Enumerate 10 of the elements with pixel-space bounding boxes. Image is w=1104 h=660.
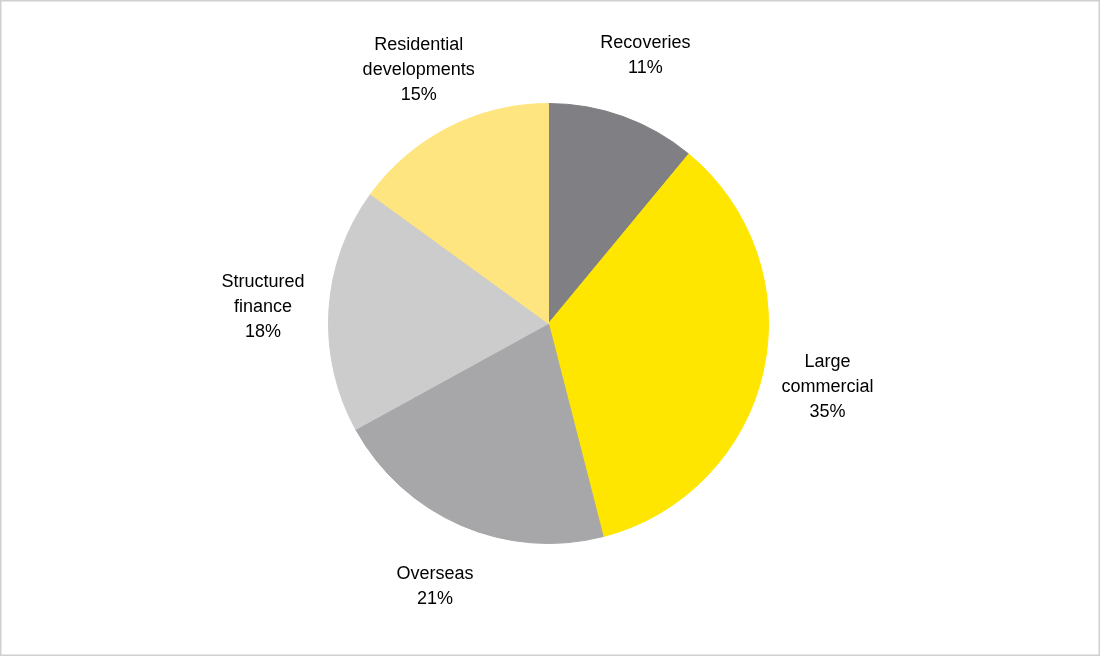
slice-label: Recoveries bbox=[600, 31, 691, 52]
data-label: 21% bbox=[416, 588, 453, 609]
slice-label: Structured finance bbox=[221, 270, 305, 316]
slice-label: Large commercial bbox=[781, 350, 874, 396]
data-label: 35% bbox=[809, 400, 846, 421]
slice-label: Overseas bbox=[396, 563, 474, 584]
data-label: 11% bbox=[628, 56, 663, 77]
data-label: 18% bbox=[245, 320, 282, 341]
slice-label: Residential developments bbox=[362, 33, 475, 79]
data-label: 15% bbox=[400, 83, 437, 104]
